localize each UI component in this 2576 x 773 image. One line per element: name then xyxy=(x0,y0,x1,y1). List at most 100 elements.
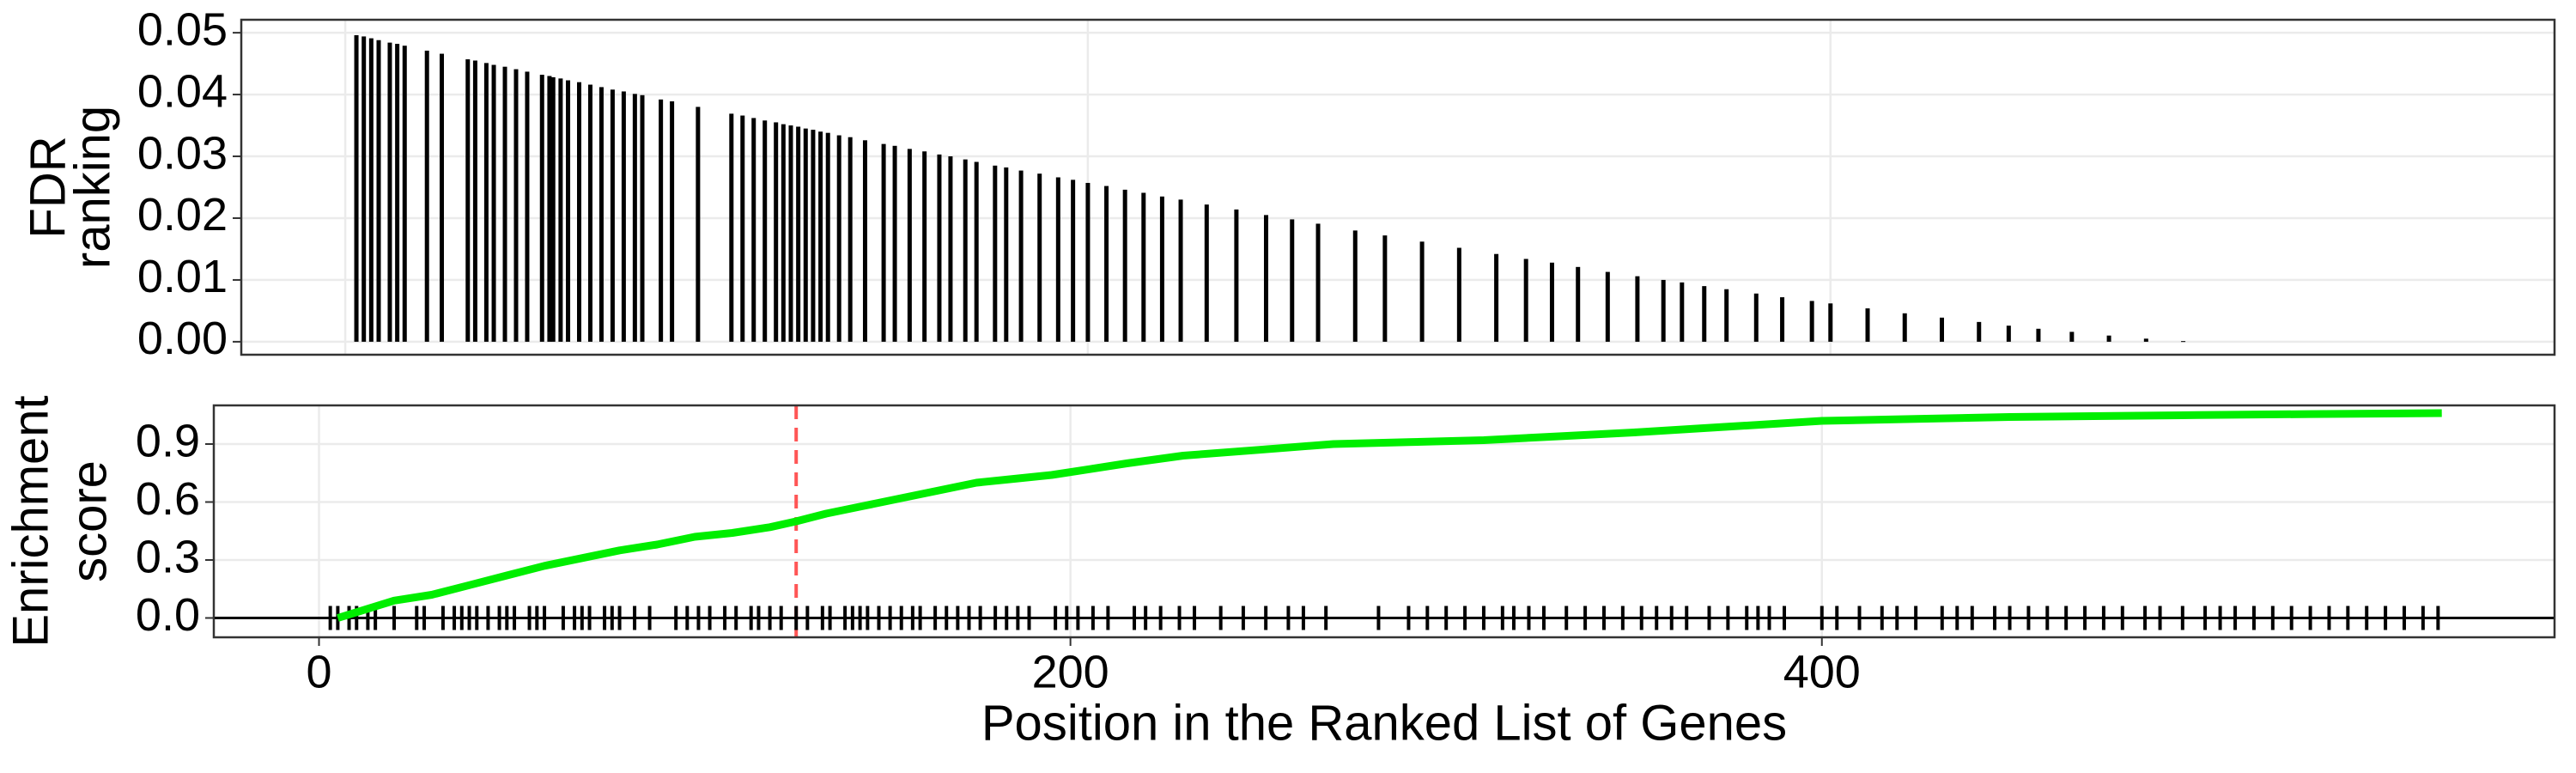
bar xyxy=(751,118,756,342)
bar xyxy=(811,130,816,342)
bar xyxy=(440,53,445,342)
bar xyxy=(1085,182,1091,342)
bar xyxy=(1419,241,1425,342)
x-tick-label: 0 xyxy=(306,646,331,697)
bar xyxy=(577,82,582,342)
bar xyxy=(513,69,519,342)
bar xyxy=(993,165,998,342)
y-axis-title: ranking xyxy=(64,106,120,269)
bar xyxy=(818,131,823,342)
bar xyxy=(948,156,953,342)
bar xyxy=(1004,167,1009,342)
y-axis-title: score xyxy=(61,460,117,582)
y-tick-label: 0.04 xyxy=(137,65,228,117)
bar xyxy=(1977,321,1982,342)
bar xyxy=(796,126,801,342)
bar xyxy=(788,125,793,342)
bar xyxy=(491,64,496,342)
y-tick-label: 0.03 xyxy=(137,127,228,179)
bar xyxy=(558,78,563,342)
y-tick-label: 0.05 xyxy=(137,3,228,55)
bar xyxy=(1635,276,1640,342)
y-tick-label: 0.02 xyxy=(137,189,228,240)
bar xyxy=(1315,223,1321,342)
bar xyxy=(922,151,927,342)
bar xyxy=(803,128,808,342)
bar xyxy=(1018,170,1024,342)
bar xyxy=(1263,215,1268,342)
bar xyxy=(502,66,507,342)
panel-border xyxy=(212,404,2556,639)
bar xyxy=(825,132,830,342)
y-tick-label: 0.0 xyxy=(136,589,200,641)
y-axis-title: FDR xyxy=(20,136,76,238)
bar xyxy=(1204,204,1209,342)
bar xyxy=(907,149,912,342)
bar xyxy=(1724,289,1729,342)
bar xyxy=(465,59,471,342)
bar xyxy=(1549,262,1554,342)
y-axis-title: Enrichment xyxy=(3,395,58,647)
bar xyxy=(670,100,675,342)
bar xyxy=(525,71,530,342)
bar xyxy=(892,145,897,342)
bar xyxy=(729,113,734,342)
bar xyxy=(848,137,853,342)
bar xyxy=(1055,177,1060,342)
y-tick-label: 0.00 xyxy=(137,313,228,364)
bar xyxy=(774,122,779,342)
bar xyxy=(1865,308,1870,342)
bar xyxy=(376,40,381,342)
bar xyxy=(974,161,979,342)
bar xyxy=(547,76,552,342)
bar xyxy=(2006,326,2011,342)
bar xyxy=(1680,282,1685,342)
y-tick-label: 0.9 xyxy=(136,415,200,466)
bar xyxy=(1456,247,1461,342)
x-tick-label: 200 xyxy=(1032,646,1109,697)
bar xyxy=(1661,279,1666,342)
bar xyxy=(862,140,867,342)
bar xyxy=(2069,332,2075,342)
x-axis-title: Position in the Ranked List of Genes xyxy=(981,695,1787,751)
bar xyxy=(483,63,489,342)
panel-border xyxy=(240,18,2556,356)
enrichment-line xyxy=(337,409,2442,622)
bar xyxy=(881,143,886,342)
bar xyxy=(1576,266,1581,342)
bar xyxy=(1780,297,1785,342)
bar xyxy=(1122,189,1127,342)
bar xyxy=(587,84,592,342)
bar xyxy=(762,120,768,342)
bar xyxy=(621,91,626,342)
bar xyxy=(1605,271,1610,342)
bar xyxy=(1809,301,1814,342)
bar xyxy=(368,38,374,342)
bar xyxy=(781,124,786,342)
bar xyxy=(1234,209,1239,342)
bar xyxy=(402,46,407,342)
bar xyxy=(395,44,400,342)
bar xyxy=(598,87,604,342)
y-tick-label: 0.3 xyxy=(136,531,200,582)
bar xyxy=(2143,338,2148,342)
bar xyxy=(740,115,745,342)
bar xyxy=(1382,235,1388,342)
bar xyxy=(1037,173,1042,342)
bar xyxy=(1159,196,1164,342)
y-tick-label: 0.6 xyxy=(136,473,200,525)
bar xyxy=(1071,180,1076,342)
bar xyxy=(2181,341,2186,343)
bar xyxy=(1494,253,1499,342)
bar xyxy=(1753,293,1759,342)
bar xyxy=(1523,259,1528,342)
bar xyxy=(640,94,645,342)
bar xyxy=(1702,286,1707,342)
bar xyxy=(1828,303,1833,342)
bar xyxy=(1141,192,1146,342)
bar xyxy=(2036,328,2041,342)
bar xyxy=(1178,199,1183,342)
bar xyxy=(472,60,477,342)
bar xyxy=(659,99,664,342)
